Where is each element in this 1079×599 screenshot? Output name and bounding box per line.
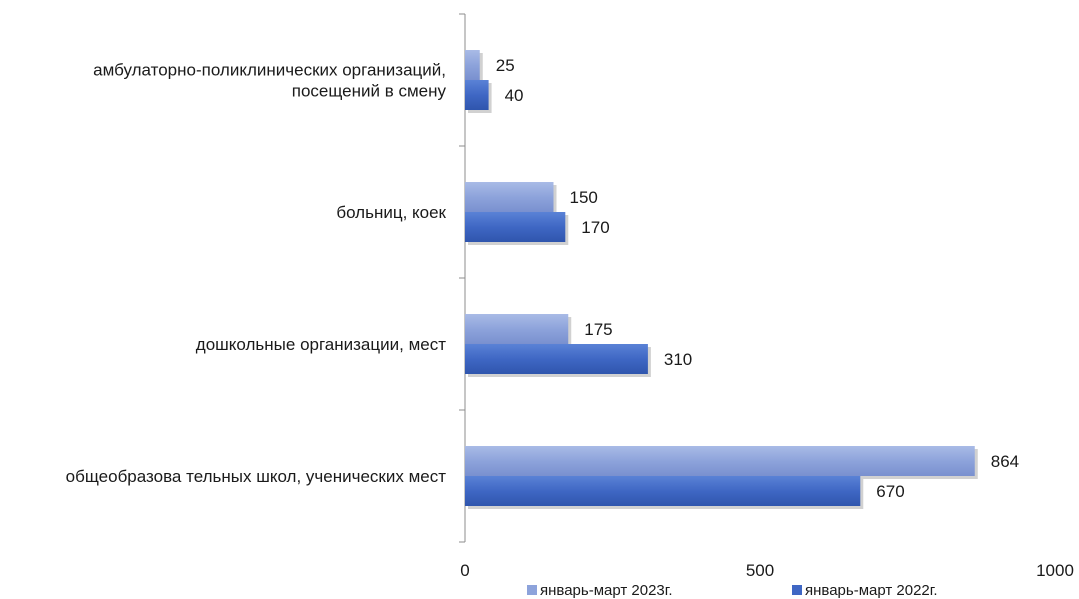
- x-tick-label: 0: [460, 561, 469, 580]
- data-label: 40: [505, 86, 524, 105]
- category-label: дошкольные организации, мест: [196, 335, 446, 354]
- category-labels: амбулаторно-поликлинических организаций,…: [66, 61, 447, 487]
- bar: [465, 344, 648, 374]
- value-labels: 25 40 150 170 175 310 864 670: [496, 56, 1019, 501]
- bar: [465, 446, 975, 476]
- legend-swatch: [792, 585, 802, 595]
- data-label: 150: [570, 188, 598, 207]
- bar: [465, 314, 569, 344]
- legend-label: январь-март 2023г.: [540, 582, 673, 599]
- x-tick-label: 1000: [1036, 561, 1074, 580]
- category-label: посещений в смену: [292, 82, 447, 101]
- bar: [465, 80, 489, 110]
- data-label: 25: [496, 56, 515, 75]
- data-label: 170: [581, 218, 609, 237]
- data-label: 864: [991, 452, 1019, 471]
- bar: [465, 212, 566, 242]
- data-label: 175: [584, 320, 612, 339]
- legend-swatch: [527, 585, 537, 595]
- data-label: 310: [664, 350, 692, 369]
- bars: [465, 50, 978, 509]
- tick-marks: [459, 13, 465, 543]
- category-label: амбулаторно-поликлинических организаций,: [93, 61, 446, 80]
- data-label: 670: [876, 482, 904, 501]
- bar: [465, 476, 861, 506]
- category-label: общеобразова тельных школ, ученических м…: [66, 467, 447, 486]
- bar: [465, 182, 554, 212]
- category-label: больниц, коек: [336, 203, 446, 222]
- legend: январь-март 2023г. январь-март 2022г.: [527, 582, 938, 599]
- x-tick-label: 500: [746, 561, 774, 580]
- legend-label: январь-март 2022г.: [805, 582, 938, 599]
- x-tick-labels: 0 500 1000: [460, 561, 1074, 580]
- bar: [465, 50, 480, 80]
